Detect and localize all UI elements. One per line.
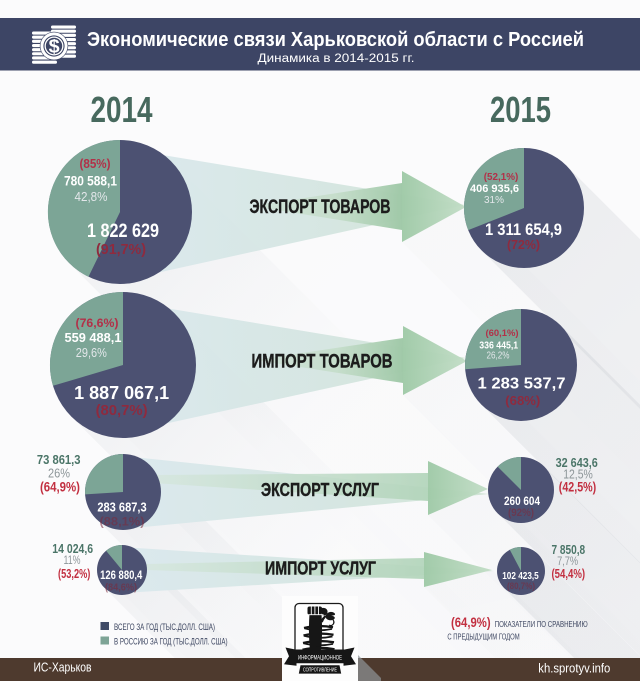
svg-text:29,6%: 29,6% [76,346,107,360]
svg-text:ИНФОРМАЦИОННОЕ: ИНФОРМАЦИОННОЕ [298,654,342,661]
svg-text:ВСЕГО ЗА ГОД (ТЫС.ДОЛЛ. США): ВСЕГО ЗА ГОД (ТЫС.ДОЛЛ. США) [114,622,215,632]
svg-text:(42,5%): (42,5%) [559,480,597,495]
svg-text:(85%): (85%) [80,156,111,171]
svg-text:С ПРЕДЫДУЩИМ ГОДОМ: С ПРЕДЫДУЩИМ ГОДОМ [447,632,519,642]
svg-text:ПОКАЗАТЕЛИ ПО СРАВНЕНИЮ: ПОКАЗАТЕЛИ ПО СРАВНЕНИЮ [495,619,588,629]
svg-text:260 604: 260 604 [504,494,540,508]
svg-text:14 024,6: 14 024,6 [52,542,93,556]
svg-text:2014: 2014 [91,89,153,130]
svg-text:406 935,6: 406 935,6 [470,183,519,195]
svg-text:СОПРОТИВЛЕНИЕ: СОПРОТИВЛЕНИЕ [303,668,337,674]
svg-text:336 445,1: 336 445,1 [479,340,518,352]
svg-text:(72%): (72%) [507,237,540,252]
svg-text:42,8%: 42,8% [75,189,108,204]
svg-text:559 488,1: 559 488,1 [65,330,122,345]
svg-text:(53,2%): (53,2%) [58,566,90,581]
svg-text:7,7%: 7,7% [557,554,578,568]
svg-text:(91,7%): (91,7%) [96,241,146,258]
svg-text:102 423,5: 102 423,5 [502,570,539,582]
svg-text:(68%): (68%) [505,393,540,408]
svg-text:ИС-Харьков: ИС-Харьков [34,661,92,675]
svg-text:(52,1%): (52,1%) [484,171,519,183]
svg-text:(64,9%): (64,9%) [451,615,491,630]
svg-text:(80,7%): (80,7%) [96,403,148,419]
svg-text:283 687,3: 283 687,3 [97,500,146,515]
svg-text:(80,7%): (80,7%) [507,581,535,591]
svg-text:32 643,6: 32 643,6 [556,455,598,470]
svg-text:(84,6%): (84,6%) [105,583,137,594]
svg-text:1 283 537,7: 1 283 537,7 [478,376,566,393]
svg-text:1 887 067,1: 1 887 067,1 [74,382,169,403]
svg-text:(88,1%): (88,1%) [100,515,145,529]
svg-text:ЭКСПОРТ УСЛУГ: ЭКСПОРТ УСЛУГ [261,480,379,500]
svg-text:12,5%: 12,5% [563,468,593,482]
svg-text:$: $ [49,37,60,57]
svg-text:(60,1%): (60,1%) [486,328,519,339]
svg-text:26,2%: 26,2% [487,351,510,362]
svg-text:Экономические связи Харьковско: Экономические связи Харьковской области … [87,28,584,51]
svg-text:Динамика в 2014-2015 гг.: Динамика в 2014-2015 гг. [258,53,415,65]
svg-text:2015: 2015 [490,89,551,130]
svg-text:ЭКСПОРТ ТОВАРОВ: ЭКСПОРТ ТОВАРОВ [250,197,391,218]
svg-text:ИМПОРТ УСЛУГ: ИМПОРТ УСЛУГ [265,559,376,579]
svg-text:(92%): (92%) [508,507,534,519]
svg-text:ИМПОРТ ТОВАРОВ: ИМПОРТ ТОВАРОВ [252,352,393,373]
svg-text:126 880,4: 126 880,4 [100,568,142,582]
svg-text:11%: 11% [64,553,81,567]
svg-text:7 850,8: 7 850,8 [551,543,585,557]
svg-text:(64,9%): (64,9%) [40,480,80,495]
svg-text:73 861,3: 73 861,3 [37,452,81,467]
svg-text:26%: 26% [48,467,70,481]
svg-text:В РОССИЮ ЗА ГОД (ТЫС.ДОЛЛ. США: В РОССИЮ ЗА ГОД (ТЫС.ДОЛЛ. США) [114,637,228,647]
svg-text:31%: 31% [484,194,504,206]
svg-text:1 822 629: 1 822 629 [87,220,159,242]
svg-text:kh.sprotyv.info: kh.sprotyv.info [538,661,610,676]
svg-text:(54,4%): (54,4%) [551,566,585,581]
svg-text:(76,6%): (76,6%) [76,316,119,330]
svg-text:780 588,1: 780 588,1 [64,174,117,189]
svg-text:1 311 654,9: 1 311 654,9 [485,220,562,239]
